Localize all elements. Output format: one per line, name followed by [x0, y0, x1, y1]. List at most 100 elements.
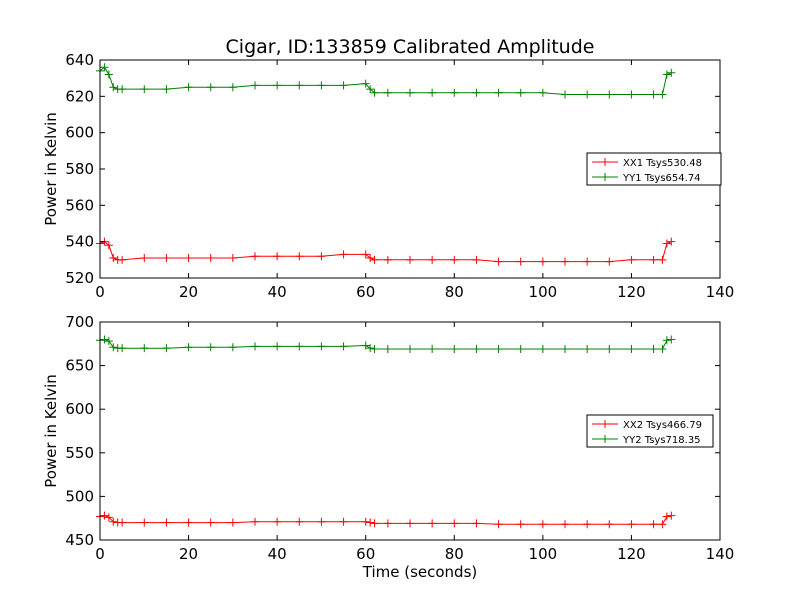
- data-point: [370, 255, 379, 264]
- figure-title: Cigar, ID:133859 Calibrated Amplitude: [226, 36, 595, 58]
- x-tick-label: 60: [356, 545, 375, 563]
- data-point: [100, 511, 109, 520]
- data-point: [406, 88, 414, 97]
- data-point: [295, 81, 304, 90]
- data-point: [361, 341, 370, 350]
- data-point: [228, 343, 237, 352]
- data-point: [206, 254, 215, 263]
- data-point: [317, 81, 326, 90]
- data-point: [109, 517, 118, 526]
- data-point: [667, 335, 676, 344]
- axes-frame: [99, 321, 721, 541]
- x-tick-label: 80: [445, 545, 464, 563]
- data-point: [383, 255, 392, 264]
- data-point: [494, 88, 503, 97]
- legend-label: XX1 Tsys530.48: [623, 158, 702, 169]
- data-point: [184, 254, 193, 263]
- data-point: [658, 520, 667, 529]
- data-point: [494, 345, 503, 354]
- data-point: [561, 345, 569, 354]
- data-point: [406, 345, 414, 354]
- data-point: [317, 517, 326, 526]
- data-point: [583, 257, 592, 266]
- data-point: [428, 88, 437, 97]
- x-tick-label: 140: [706, 545, 735, 563]
- x-tick-label: 60: [356, 283, 375, 301]
- data-point: [450, 519, 459, 528]
- data-point: [649, 90, 658, 99]
- data-point: [251, 342, 259, 351]
- x-tick-label: 100: [529, 545, 558, 563]
- data-point: [472, 88, 481, 97]
- y-tick-label: 520: [65, 269, 94, 287]
- y-axis-label: Power in Kelvin: [42, 112, 60, 226]
- data-point: [662, 336, 671, 345]
- data-point: [206, 343, 215, 352]
- legend-marker: [601, 420, 609, 428]
- data-point: [472, 255, 481, 264]
- y-tick-label: 500: [65, 487, 94, 505]
- legend-label: YY1 Tsys654.74: [622, 173, 701, 184]
- y-tick-label: 550: [65, 444, 94, 462]
- data-point: [605, 520, 614, 529]
- data-point: [627, 255, 636, 264]
- data-point: [184, 343, 193, 352]
- data-point: [228, 518, 237, 527]
- x-tick-label: 80: [445, 283, 464, 301]
- x-tick-label: 120: [617, 545, 646, 563]
- legend-box: [586, 152, 722, 186]
- data-point: [406, 519, 414, 528]
- data-point: [104, 337, 113, 346]
- x-tick-label: 40: [268, 545, 287, 563]
- data-point: [627, 345, 636, 354]
- data-point: [366, 254, 375, 263]
- data-point: [273, 342, 282, 351]
- data-point: [538, 88, 547, 97]
- y-tick-label: 560: [65, 196, 94, 214]
- data-point: [627, 520, 636, 529]
- data-point: [162, 85, 171, 94]
- data-point: [583, 520, 592, 529]
- data-point: [383, 345, 392, 354]
- data-point: [339, 342, 348, 351]
- plots: 0 20 40 60 80 100 120 140520540560580600620640P…: [42, 51, 734, 581]
- data-point: [162, 344, 171, 353]
- data-point: [104, 241, 113, 250]
- y-tick-label: 620: [65, 87, 94, 105]
- data-point: [100, 335, 109, 344]
- data-point: [162, 518, 171, 527]
- data-point: [366, 344, 375, 353]
- data-point: [649, 255, 658, 264]
- data-point: [273, 252, 282, 261]
- data-point: [383, 88, 392, 97]
- data-point: [118, 518, 127, 527]
- data-point: [228, 83, 237, 92]
- data-point: [538, 345, 547, 354]
- y-tick-label: 650: [65, 357, 94, 375]
- x-tick-label: 0: [95, 283, 105, 301]
- data-point: [206, 518, 215, 527]
- data-point: [658, 345, 667, 354]
- legend-label: XX2 Tsys466.79: [623, 420, 702, 431]
- data-point: [104, 70, 113, 79]
- data-point: [516, 257, 525, 266]
- data-point: [649, 520, 658, 529]
- x-tick-label: 20: [179, 283, 198, 301]
- y-tick-label: 700: [65, 313, 94, 331]
- x-tick-label: 20: [179, 545, 198, 563]
- data-point: [516, 88, 525, 97]
- data-point: [109, 343, 118, 352]
- data-point: [583, 90, 592, 99]
- y-tick-label: 640: [65, 51, 94, 69]
- data-point: [295, 342, 304, 351]
- data-point: [361, 79, 370, 88]
- legend-label: YY2 Tsys718.35: [622, 435, 701, 446]
- legend-marker: [601, 435, 609, 443]
- y-tick-label: 580: [65, 160, 94, 178]
- legend-marker: [601, 158, 609, 166]
- data-point: [339, 81, 348, 90]
- data-point: [370, 519, 379, 528]
- data-point: [561, 520, 569, 529]
